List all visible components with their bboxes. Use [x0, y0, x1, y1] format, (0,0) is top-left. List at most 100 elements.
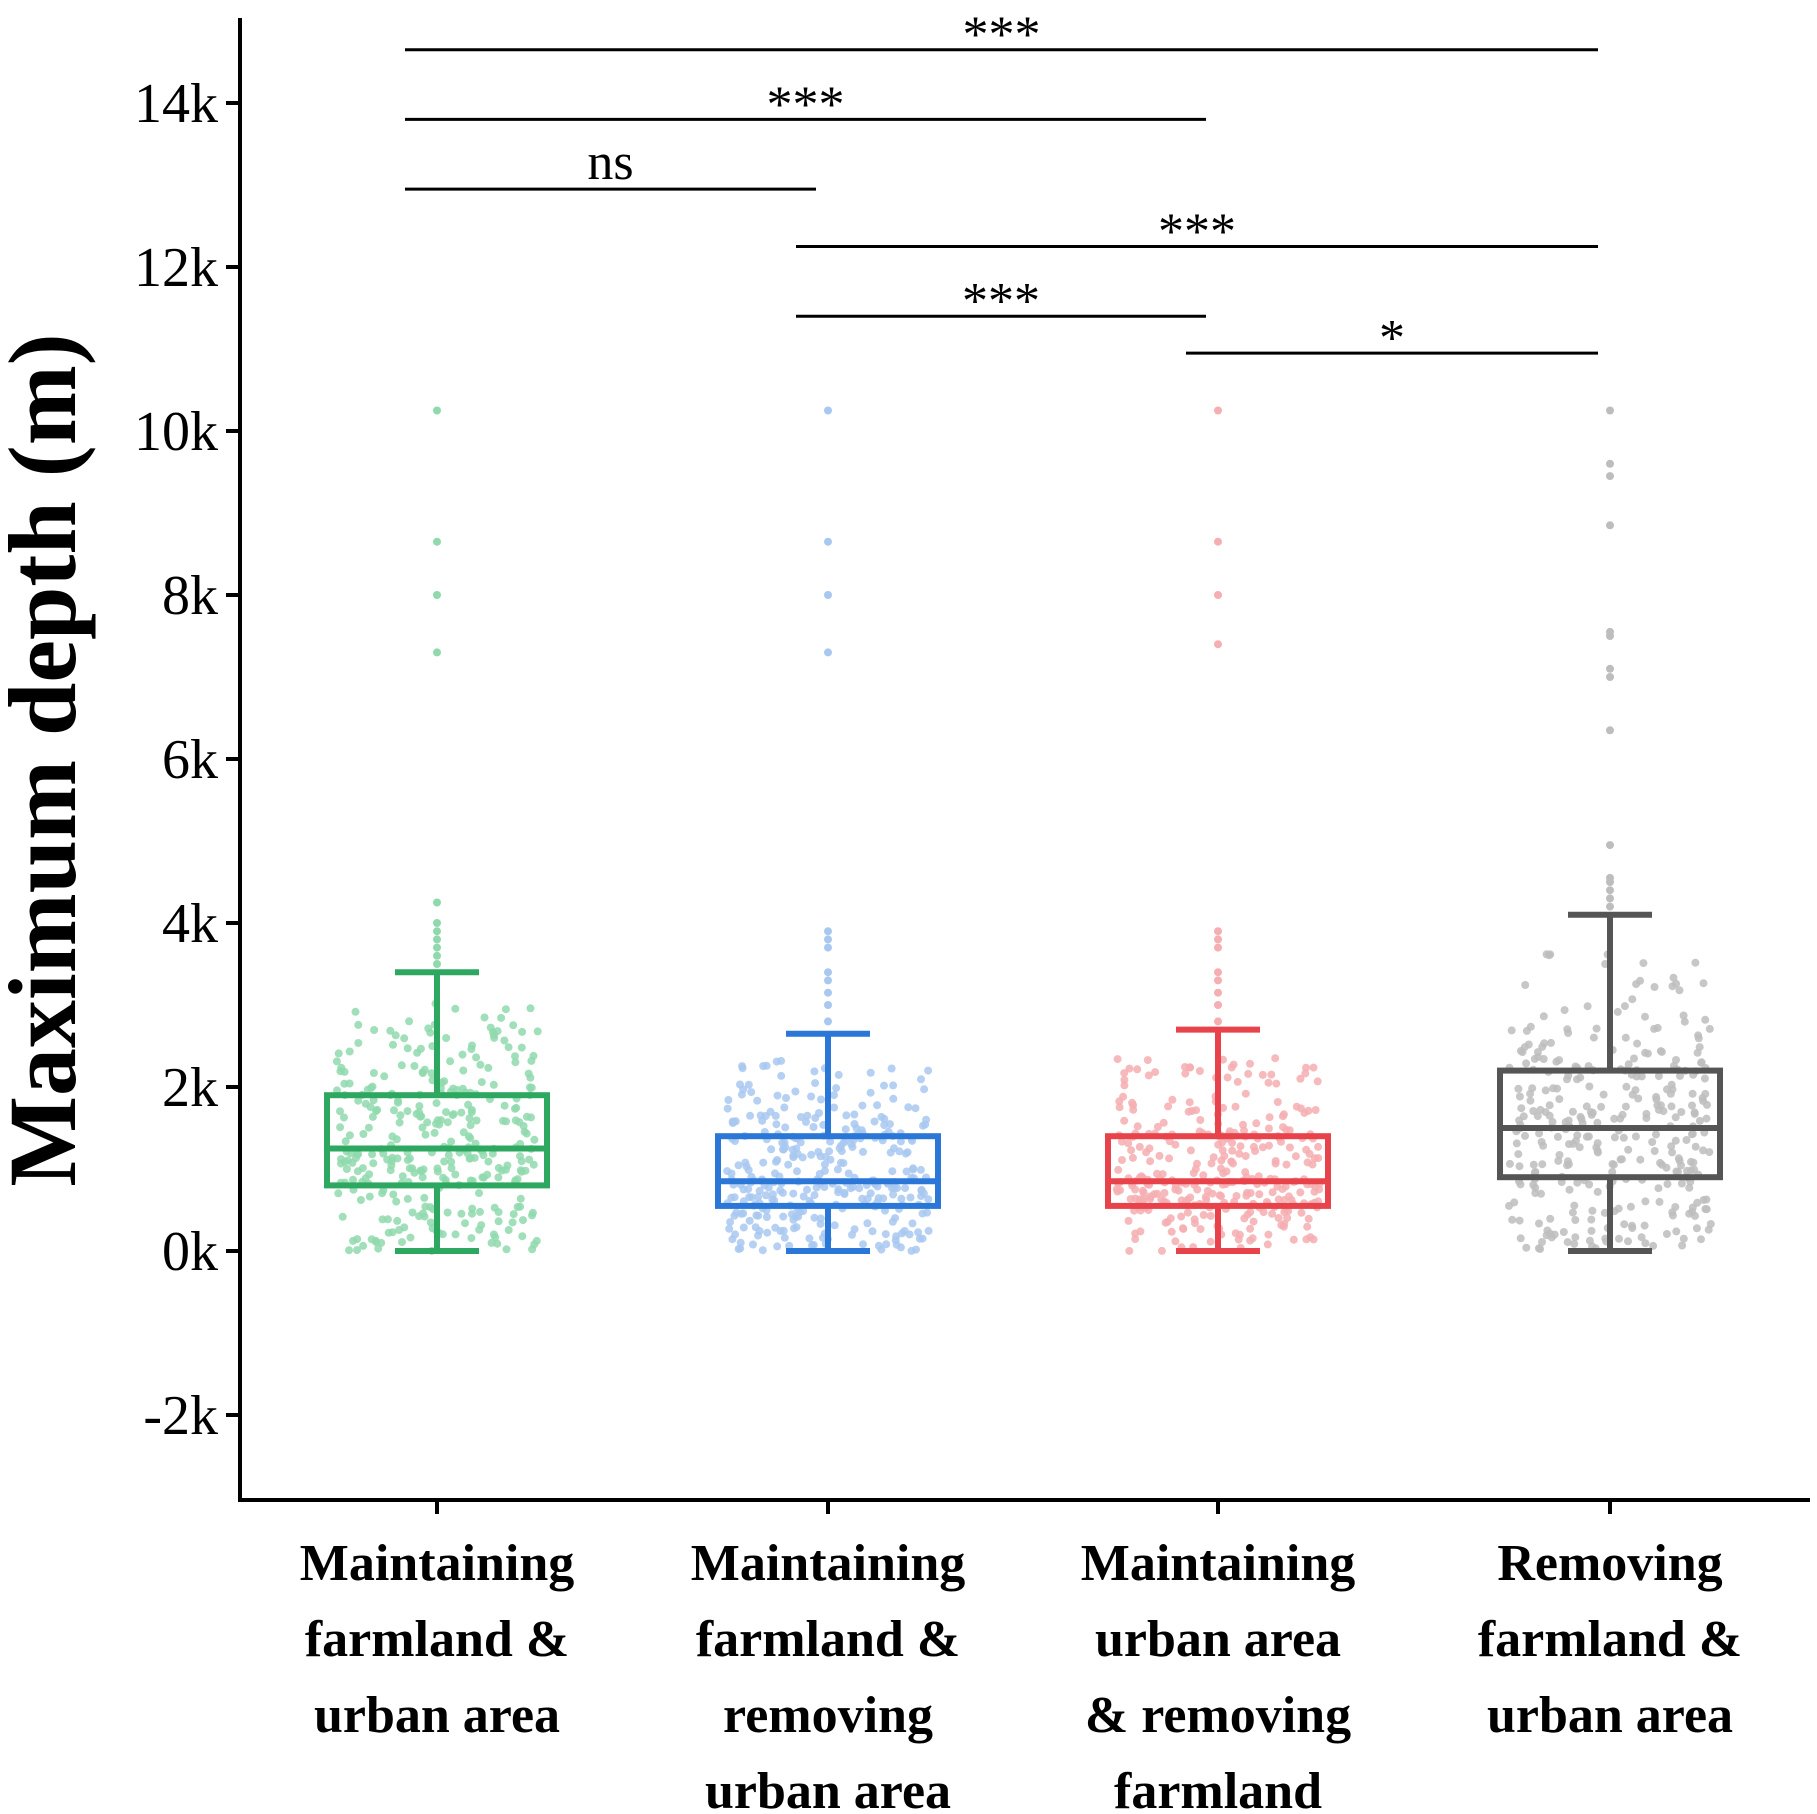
data-point	[816, 1214, 825, 1223]
data-point	[1537, 1138, 1546, 1146]
data-point	[881, 1230, 890, 1239]
data-point	[789, 1153, 798, 1162]
box-iqr	[1497, 1067, 1723, 1181]
data-point	[762, 1191, 770, 1200]
data-point	[833, 1165, 842, 1174]
outlier-point	[1606, 459, 1614, 468]
data-point	[1637, 1072, 1646, 1081]
data-point	[1246, 1189, 1255, 1197]
data-point	[879, 1194, 888, 1203]
data-point	[342, 1165, 351, 1173]
data-point	[810, 1067, 819, 1076]
x-tick-label: urban area	[1487, 1687, 1733, 1744]
data-point	[781, 1123, 790, 1132]
data-point	[406, 1233, 415, 1242]
data-point	[1667, 1142, 1676, 1151]
data-point	[1233, 1077, 1242, 1086]
data-point	[1309, 1063, 1318, 1072]
data-point	[859, 1240, 867, 1249]
data-point	[1231, 1229, 1240, 1238]
data-point	[900, 1227, 909, 1235]
data-point	[1284, 1207, 1293, 1215]
data-point	[359, 1241, 368, 1250]
data-point	[1264, 1078, 1273, 1087]
data-point	[367, 1235, 376, 1244]
data-point	[834, 1070, 843, 1079]
data-point	[446, 1057, 455, 1066]
data-point	[334, 1049, 343, 1058]
data-point	[772, 1120, 781, 1129]
data-point	[1588, 1206, 1597, 1215]
outlier-point	[433, 951, 441, 960]
data-point	[466, 1121, 475, 1130]
data-point	[426, 1218, 435, 1227]
data-point	[1554, 1156, 1563, 1165]
jitter-points	[332, 950, 1715, 1255]
outlier-point	[1606, 841, 1614, 850]
data-point	[348, 1158, 357, 1167]
outlier-point	[433, 898, 441, 907]
outlier-point	[824, 943, 832, 952]
data-point	[389, 1040, 397, 1049]
x-tick-label: urban area	[1095, 1611, 1341, 1668]
data-point	[475, 1189, 483, 1198]
data-point	[1621, 1102, 1630, 1111]
outlier-point	[1606, 873, 1614, 882]
outlier-point	[1606, 886, 1614, 895]
data-point	[366, 1103, 375, 1111]
data-point	[1113, 1187, 1122, 1196]
outlier-point	[824, 988, 832, 997]
data-point	[1540, 1039, 1549, 1048]
data-point	[755, 1186, 764, 1195]
significance-label: ***	[767, 76, 845, 133]
data-point	[764, 1183, 773, 1192]
outlier-point	[1214, 537, 1222, 546]
data-point	[1576, 1073, 1585, 1082]
data-point	[1218, 1146, 1227, 1155]
data-point	[1206, 1237, 1215, 1246]
data-point	[1252, 1119, 1261, 1128]
data-point	[1168, 1095, 1177, 1104]
data-point	[392, 1135, 401, 1144]
x-tick-label: Maintaining	[691, 1535, 966, 1592]
data-point	[777, 1071, 786, 1080]
data-point	[888, 1217, 897, 1226]
data-point	[457, 1108, 466, 1117]
data-point	[397, 1061, 406, 1070]
data-point	[1676, 1071, 1684, 1080]
data-point	[391, 1031, 400, 1040]
data-point	[1550, 1230, 1559, 1239]
data-point	[1177, 1212, 1186, 1221]
x-tick-label: farmland &	[696, 1611, 960, 1668]
data-point	[527, 1083, 536, 1092]
data-point	[1227, 1063, 1236, 1072]
data-point	[1217, 1164, 1225, 1173]
data-point	[1246, 1208, 1255, 1217]
data-point	[524, 1069, 533, 1078]
data-point	[504, 1226, 513, 1234]
data-point	[1697, 1058, 1706, 1067]
data-point	[1679, 1011, 1688, 1020]
data-point	[923, 1208, 932, 1217]
data-point	[1690, 1109, 1699, 1118]
data-point	[405, 1017, 414, 1026]
data-point	[1559, 1228, 1568, 1236]
data-point	[753, 1096, 762, 1105]
data-point	[1585, 1180, 1594, 1189]
data-point	[528, 1208, 537, 1217]
data-point	[368, 1150, 377, 1159]
data-point	[1592, 1024, 1601, 1033]
data-point	[1508, 1215, 1517, 1224]
data-point	[511, 1058, 520, 1067]
data-point	[396, 1111, 405, 1120]
data-point	[430, 1128, 439, 1137]
data-point	[1573, 1178, 1582, 1187]
data-point	[1264, 1230, 1273, 1239]
data-point	[809, 1241, 818, 1249]
data-point	[1541, 1108, 1550, 1117]
data-point	[771, 1111, 780, 1120]
data-point	[1593, 1187, 1602, 1196]
data-point	[1244, 1069, 1253, 1078]
x-axis: Maintaining farmland & urban area Maintaini…	[238, 1498, 1810, 1814]
data-point	[464, 1132, 473, 1141]
